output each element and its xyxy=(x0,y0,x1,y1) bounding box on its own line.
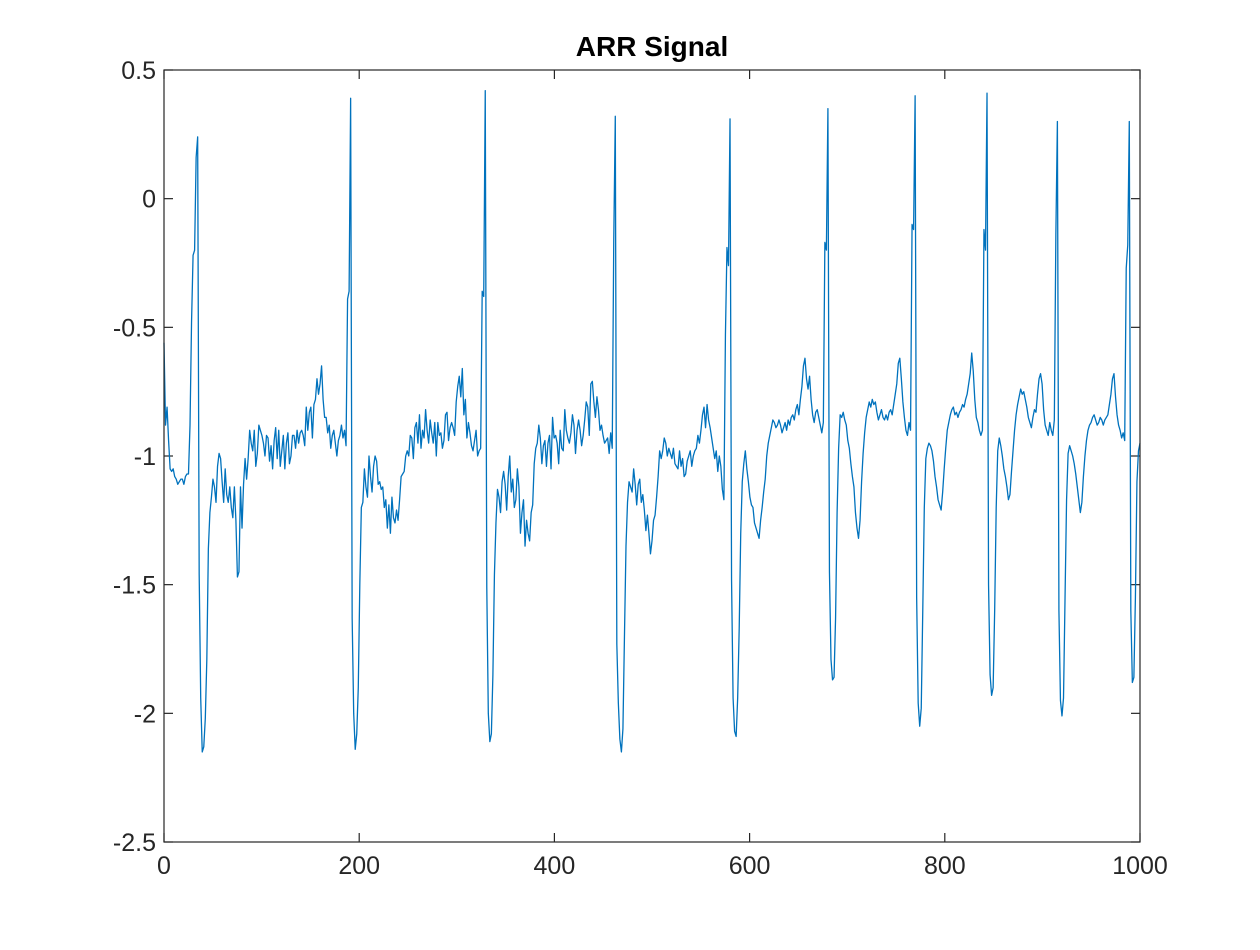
ticks-layer: 0 200 400 600 800 1000 0.5 0 -0.5 -1 -1.5 -2 -2.5 xyxy=(113,57,1168,880)
y-tick-label: -2 xyxy=(134,700,156,728)
plot-frame xyxy=(163,69,1141,843)
x-tick-label: 400 xyxy=(534,852,576,880)
y-tick-label: -0.5 xyxy=(113,314,156,342)
plot-layer xyxy=(163,89,1141,753)
y-tick-label: 0 xyxy=(142,186,156,214)
chart-title: ARR Signal xyxy=(576,31,728,62)
x-tick-label: 1000 xyxy=(1112,852,1168,880)
x-tick-label: 800 xyxy=(924,852,966,880)
y-tick-label: 0.5 xyxy=(121,57,156,85)
y-tick-label: -2.5 xyxy=(113,829,156,857)
x-tick-label: 0 xyxy=(157,852,171,880)
x-tick-label: 200 xyxy=(338,852,380,880)
y-tick-label: -1.5 xyxy=(113,572,156,600)
x-tick-label: 600 xyxy=(729,852,771,880)
y-tick-label: -1 xyxy=(134,443,156,471)
series-line xyxy=(163,89,1141,753)
